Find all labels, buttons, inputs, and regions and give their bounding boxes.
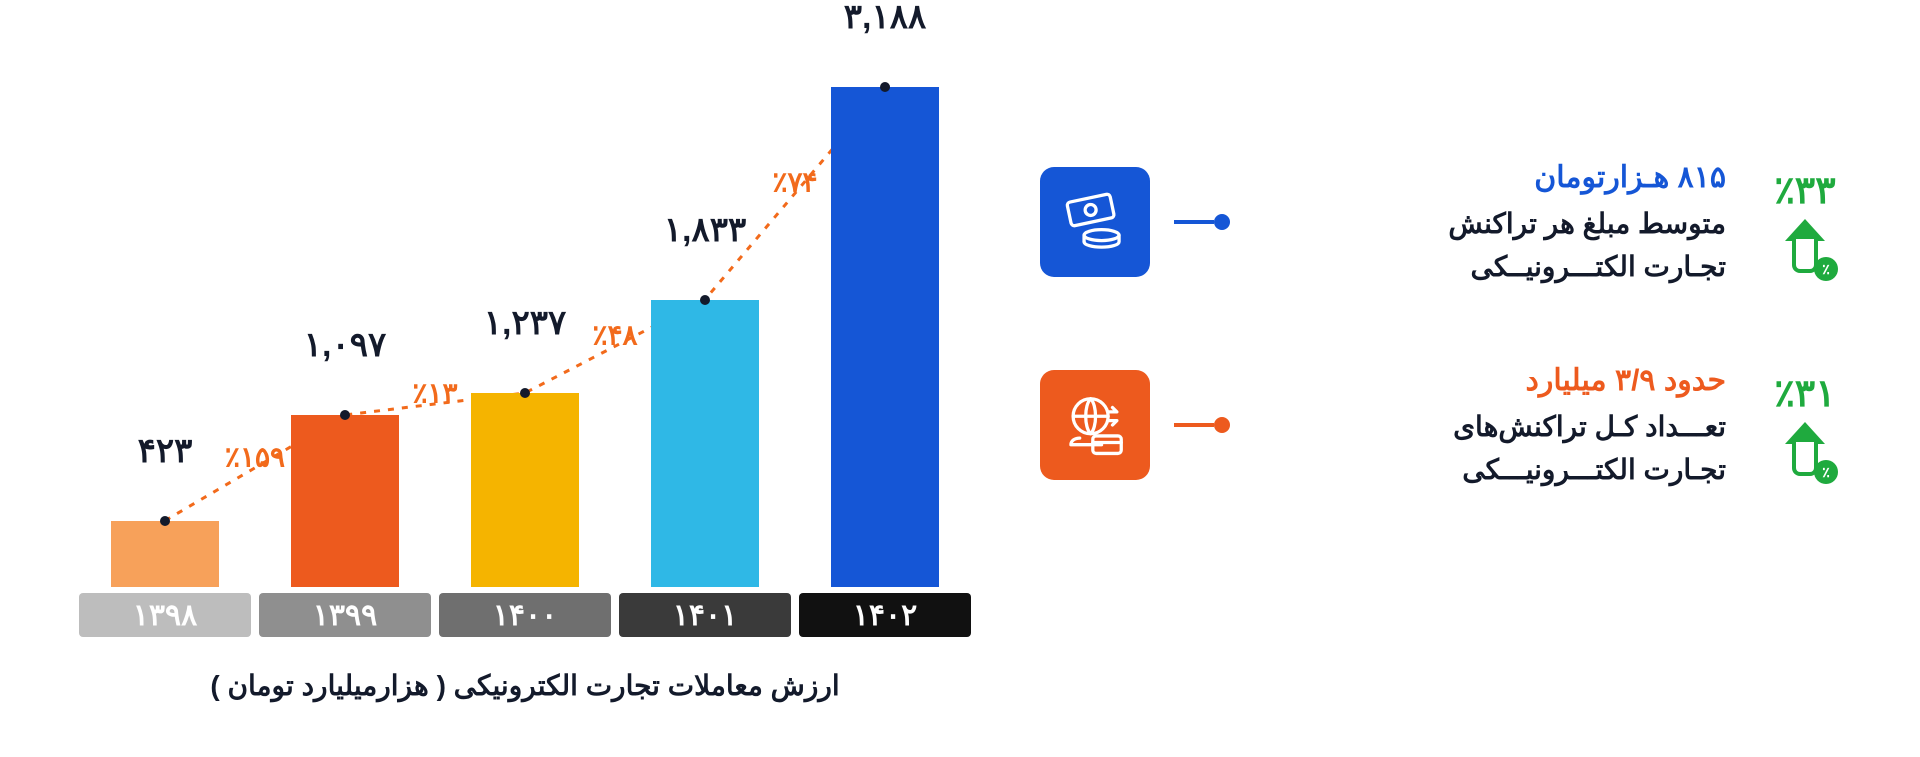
trend-dot-4 [880, 82, 890, 92]
xlabel-4: ۱۴۰۲ [799, 593, 971, 637]
trend-dot-2 [520, 388, 530, 398]
growth-pct-0: ٪۱۵۹ [225, 440, 285, 473]
trend-dot-3 [700, 295, 710, 305]
stat-pct-1: ٪۳۱ ٪ [1750, 371, 1860, 478]
chart-x-axis: ۱۳۹۸۱۳۹۹۱۴۰۰۱۴۰۱۱۴۰۲ [75, 593, 975, 637]
bar-value-2: ۱,۲۳۷ [484, 303, 567, 343]
stat-desc1-0: متوسط مبلغ هر تراکنش [1254, 202, 1726, 245]
chart-plot-area: ۴۲۳۱,۰۹۷۱,۲۳۷۱,۸۳۳۳,۱۸۸٪۱۵۹٪۱۳٪۴۸٪۷۴ [75, 27, 975, 587]
xlabel-2: ۱۴۰۰ [439, 593, 611, 637]
bar-value-3: ۱,۸۳۳ [664, 210, 747, 250]
connector-line-icon [1174, 220, 1214, 224]
stat-desc1-1: تعـــداد کـل تراکنش‌های [1254, 405, 1726, 448]
chart-title: ارزش معاملات تجارت الکترونیکی ( هزارمیلی… [75, 669, 975, 702]
stat-text-1: حدود ۳/۹ میلیاردتعـــداد کـل تراکنش‌هایت… [1254, 358, 1726, 491]
growth-pct-2: ٪۴۸ [592, 319, 637, 352]
connector-dot-icon [1214, 417, 1230, 433]
growth-pct-1: ٪۱۳ [412, 376, 457, 409]
pct-badge-icon: ٪ [1814, 460, 1838, 484]
connector-dot-icon [1214, 214, 1230, 230]
connector-1 [1174, 417, 1230, 433]
trend-dot-1 [340, 410, 350, 420]
trend-dot-0 [160, 516, 170, 526]
bar-value-1: ۱,۰۹۷ [304, 325, 387, 365]
stat-card-0: ٪۳۳ ٪ ۸۱۵ هـزارتومانمتوسط مبلغ هر تراکنشتج… [1040, 155, 1860, 288]
stat-pct-value-1: ٪۳۱ [1774, 371, 1835, 416]
money-stack-icon [1040, 167, 1150, 277]
bar-0 [111, 521, 219, 587]
bar-value-4: ۳,۱۸۸ [844, 0, 927, 37]
stat-cards: ٪۳۳٪۸۱۵ هـزارتومانمتوسط مبلغ هر تراکنشتج… [1040, 155, 1860, 562]
stat-desc2-1: تجـارت الکتـــرونیـــکی [1254, 448, 1726, 491]
bar-value-0: ۴۲۳ [138, 431, 193, 471]
connector-line-icon [1174, 423, 1214, 427]
bar-4 [831, 87, 939, 587]
bar-3 [651, 300, 759, 587]
stat-pct-value-0: ٪۳۳ [1774, 168, 1835, 213]
pct-badge-icon: ٪ [1814, 257, 1838, 281]
arrow-up-icon: ٪ [1782, 422, 1828, 478]
stat-text-0: ۸۱۵ هـزارتومانمتوسط مبلغ هر تراکنشتجـارت… [1254, 155, 1726, 288]
globe-card-icon [1040, 370, 1150, 480]
connector-0 [1174, 214, 1230, 230]
xlabel-3: ۱۴۰۱ [619, 593, 791, 637]
ecommerce-value-chart: ۴۲۳ ۱,۰۹۷ ۱,۲۳۷ ۱,۸۳۳ ۳,۱۸۸ ٪۱۵۹ ٪۱۳ ٪۴۸ ٪۷۴ ۱۳۹… [75, 0, 975, 757]
bar-1 [291, 415, 399, 587]
xlabel-1: ۱۳۹۹ [259, 593, 431, 637]
stat-card-1: ٪۳۱ ٪ حدود ۳/۹ میلیاردتعـــداد کـل تراکنش‌… [1040, 358, 1860, 491]
bar-2 [471, 393, 579, 587]
stat-headline-0: ۸۱۵ هـزارتومان [1254, 155, 1726, 202]
stat-desc2-0: تجـارت الکتـــرونیــکی [1254, 245, 1726, 288]
growth-pct-3: ٪۷۴ [772, 166, 817, 199]
arrow-up-icon: ٪ [1782, 219, 1828, 275]
stat-pct-0: ٪۳۳ ٪ [1750, 168, 1860, 275]
xlabel-0: ۱۳۹۸ [79, 593, 251, 637]
stat-headline-1: حدود ۳/۹ میلیارد [1254, 358, 1726, 405]
